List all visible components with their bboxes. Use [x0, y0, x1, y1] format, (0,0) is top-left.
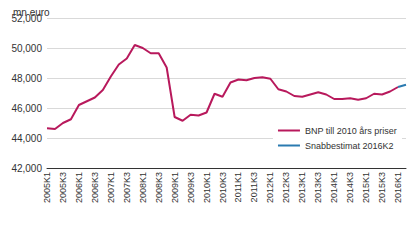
svg-text:50,000: 50,000 [11, 43, 42, 54]
svg-text:46,000: 46,000 [11, 103, 42, 114]
svg-text:2010K1: 2010K1 [202, 172, 212, 203]
svg-text:2011K3: 2011K3 [249, 172, 259, 202]
svg-text:2015K3: 2015K3 [377, 172, 387, 203]
svg-text:2016K1: 2016K1 [393, 172, 403, 203]
svg-text:Snabbestimat 2016K2: Snabbestimat 2016K2 [305, 141, 394, 151]
svg-text:2007K3: 2007K3 [122, 172, 132, 203]
svg-text:2008K3: 2008K3 [154, 172, 164, 203]
svg-text:2007K1: 2007K1 [106, 172, 116, 203]
svg-text:2006K3: 2006K3 [90, 172, 100, 203]
svg-text:2005K1: 2005K1 [42, 172, 52, 203]
svg-text:48,000: 48,000 [11, 73, 42, 84]
svg-text:2015K1: 2015K1 [361, 172, 371, 203]
svg-text:2011K1: 2011K1 [233, 172, 243, 202]
svg-text:mn euro: mn euro [13, 7, 50, 18]
svg-text:BNP till 2010 års priser: BNP till 2010 års priser [305, 126, 397, 136]
svg-text:52,000: 52,000 [11, 12, 42, 24]
svg-text:42,000: 42,000 [11, 163, 42, 174]
svg-text:2006K1: 2006K1 [74, 172, 84, 203]
svg-text:2012K1: 2012K1 [265, 172, 275, 203]
svg-text:2008K1: 2008K1 [138, 172, 148, 203]
svg-text:2014K3: 2014K3 [345, 172, 355, 203]
svg-text:2013K3: 2013K3 [313, 172, 323, 203]
svg-text:2012K3: 2012K3 [281, 172, 291, 203]
svg-text:2010K3: 2010K3 [218, 172, 228, 203]
svg-text:2005K3: 2005K3 [58, 172, 68, 203]
svg-text:44,000: 44,000 [11, 133, 42, 144]
svg-text:2009K1: 2009K1 [170, 172, 180, 203]
svg-text:2009K3: 2009K3 [186, 172, 196, 203]
svg-text:2013K1: 2013K1 [297, 172, 307, 203]
svg-text:2014K1: 2014K1 [329, 172, 339, 203]
